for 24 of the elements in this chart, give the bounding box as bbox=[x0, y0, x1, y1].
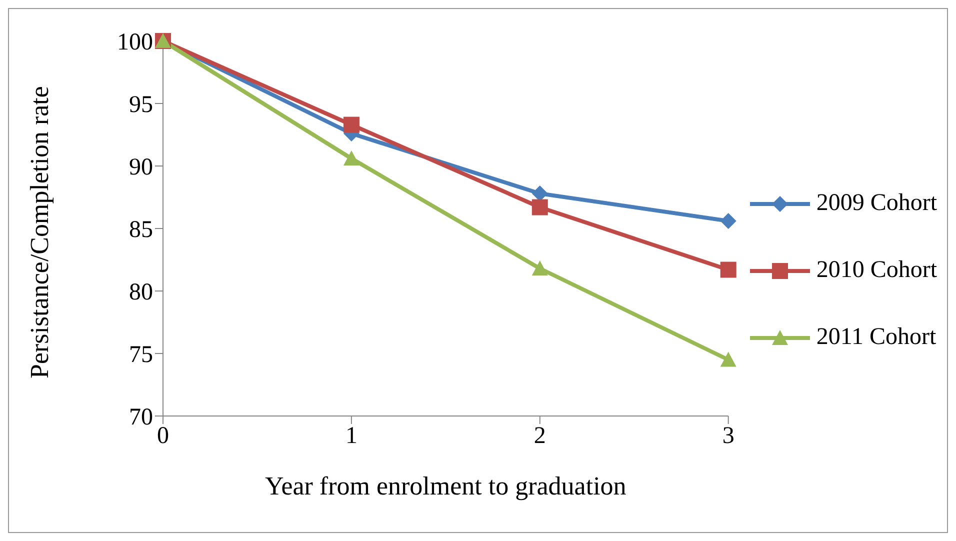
legend-label: 2011 Cohort bbox=[816, 324, 936, 351]
y-tick-label: 85 bbox=[129, 217, 153, 244]
point bbox=[532, 186, 548, 202]
x-tick-label: 1 bbox=[345, 423, 358, 450]
point bbox=[532, 199, 548, 216]
y-tick-label: 90 bbox=[129, 154, 153, 181]
x-axis-title: Year from enrolment to graduation bbox=[265, 471, 626, 500]
y-tick-label: 95 bbox=[129, 92, 153, 118]
y-axis-title: Persistance/Completion rate bbox=[25, 86, 54, 378]
x-tick-label: 2 bbox=[534, 423, 546, 450]
point bbox=[343, 150, 360, 166]
point bbox=[720, 262, 736, 278]
point bbox=[720, 352, 736, 367]
y-tick-label: 100 bbox=[117, 30, 153, 56]
x-tick-label: 3 bbox=[722, 423, 734, 450]
x-tick-label: 0 bbox=[157, 423, 169, 450]
y-tick-label: 80 bbox=[129, 280, 153, 306]
point bbox=[720, 213, 736, 229]
point bbox=[532, 260, 548, 276]
point bbox=[343, 116, 360, 133]
y-tick-label: 70 bbox=[129, 404, 153, 431]
legend-label: 2009 Cohort bbox=[816, 190, 937, 217]
legend-label: 2010 Cohort bbox=[816, 257, 937, 284]
y-tick-label: 75 bbox=[129, 342, 153, 368]
